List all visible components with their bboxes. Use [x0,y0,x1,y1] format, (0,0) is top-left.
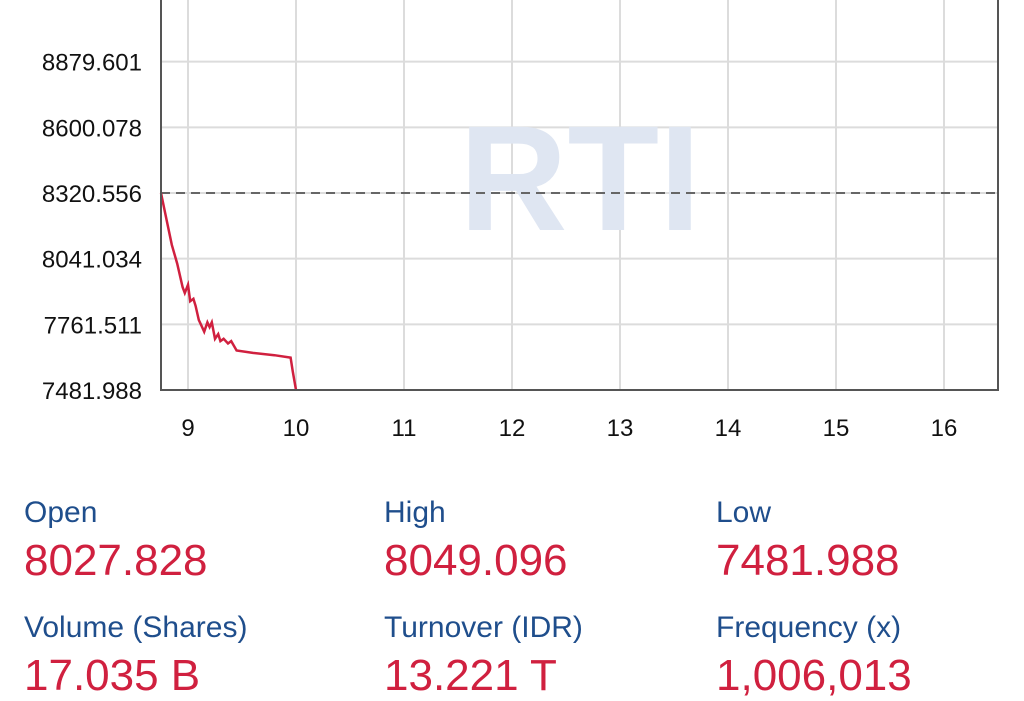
stat-low: Low 7481.988 [716,496,900,586]
stat-turnover-label: Turnover (IDR) [384,611,583,644]
stats-panel: Open 8027.828 High 8049.096 Low 7481.988… [0,480,1024,700]
stat-volume-label: Volume (Shares) [24,611,248,644]
x-tick-label: 14 [715,415,742,442]
y-tick-label: 8879.601 [42,50,142,77]
y-tick-label: 8041.034 [42,247,142,274]
x-tick-label: 12 [499,415,526,442]
y-axis-ticks: 7481.988 7761.511 8041.034 8320.556 8600.078… [42,50,142,405]
x-tick-label: 9 [181,415,194,442]
x-tick-label: 15 [823,415,850,442]
price-chart: RTI 7481.988 7761.511 8041.034 8320.556 8600… [42,0,999,442]
stat-frequency-label: Frequency (x) [716,611,902,644]
y-tick-label: 7481.988 [42,378,142,405]
x-tick-label: 11 [392,415,417,442]
x-tick-label: 16 [931,415,958,442]
stat-open-label: Open [24,496,98,529]
stat-open-value: 8027.828 [24,536,208,585]
stat-low-label: Low [716,496,772,529]
x-axis-ticks: 9 10 11 12 13 14 15 16 [181,415,957,442]
stat-high-value: 8049.096 [384,536,568,585]
stat-turnover-value: 13.221 T [384,651,557,700]
stat-volume-value: 17.035 B [24,651,201,700]
stat-open: Open 8027.828 [24,496,208,586]
stat-frequency: Frequency (x) 1,006,013 [716,611,912,701]
stat-high-label: High [384,496,446,529]
x-tick-label: 13 [607,415,634,442]
stat-volume: Volume (Shares) 17.035 B [24,611,247,701]
price-series-line [159,192,298,391]
stat-high: High 8049.096 [384,496,568,586]
y-tick-label: 8600.078 [42,115,142,142]
rti-watermark: RTI [459,94,701,262]
stat-turnover: Turnover (IDR) 13.221 T [384,611,583,701]
plot-frame [160,0,999,391]
y-tick-label: 8320.556 [42,181,142,208]
stat-low-value: 7481.988 [716,536,900,585]
stat-frequency-value: 1,006,013 [716,651,912,700]
y-tick-label: 7761.511 [44,312,142,339]
x-tick-label: 10 [283,415,310,442]
